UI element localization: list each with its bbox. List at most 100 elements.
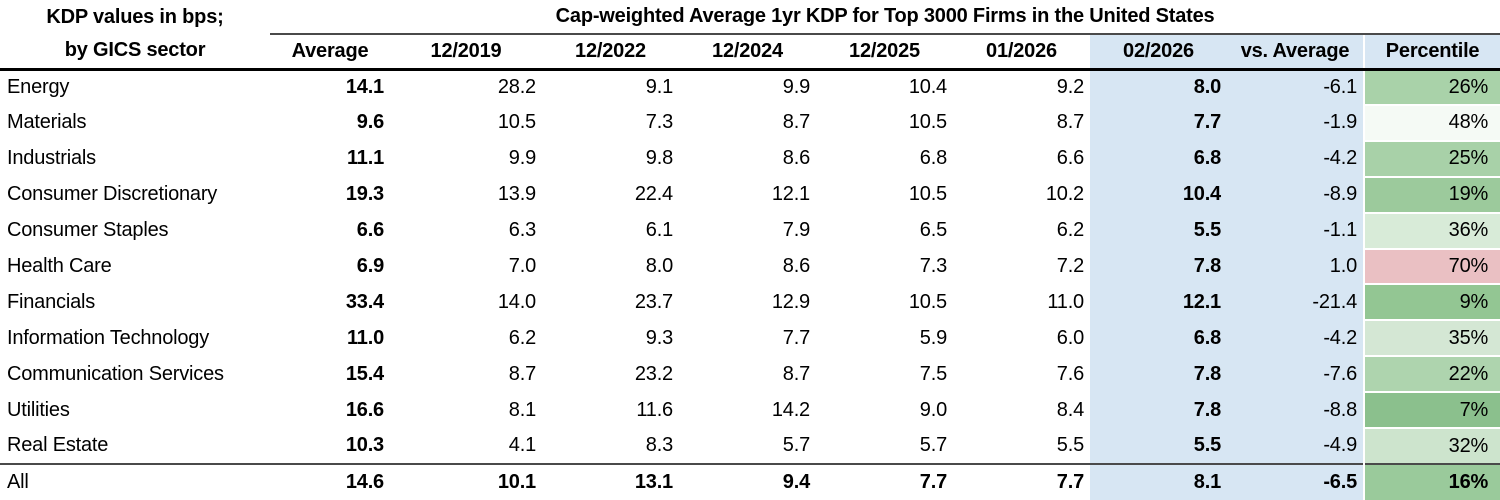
cell-12-2019: 10.1 [390,462,542,500]
col-header-02-2026: 02/2026 [1090,34,1227,71]
cell-percentile: 7% [1362,392,1500,430]
cell-12-2024: 7.7 [782,326,810,349]
cell-percentile: 48% [1362,104,1500,142]
cell-02-2026: 7.8 [1090,248,1227,285]
table-title: Cap-weighted Average 1yr KDP for Top 300… [270,0,1500,35]
col-header-percentile: Percentile [1362,34,1500,71]
sector-label: Industrials [7,147,96,170]
cell-12-2024: 12.1 [771,183,810,206]
cell-01-2026: 8.4 [1056,398,1084,421]
cell-12-2022: 8.0 [645,254,673,277]
col-header-12-2025: 12/2025 [816,34,953,71]
cell-percentile: 36% [1362,212,1500,250]
col-header-12-2019: 12/2019 [390,34,542,71]
cell-01-2026: 11.0 [1047,290,1084,313]
cell-12-2019: 14.0 [497,290,536,313]
table-row: Utilities 16.6 8.1 11.6 14.2 9.0 8.4 7.8… [0,392,1500,430]
cell-12-2019: 4.1 [508,434,536,457]
sector-label: Utilities [7,398,70,421]
sector-label: Energy [7,76,70,99]
cell-12-2019: 6.3 [508,219,536,242]
sector-label: Communication Services [7,362,224,385]
cell-vs-average: -4.2 [1227,320,1364,357]
cell-average: 6.9 [356,254,384,277]
cell-12-2019: 8.7 [508,362,536,385]
cell-12-2024: 9.4 [679,462,816,500]
cell-12-2024: 5.7 [782,434,810,457]
cell-percentile: 70% [1362,248,1500,286]
cell-vs-average: -6.5 [1227,462,1364,500]
cell-percentile: 9% [1362,284,1500,322]
cell-01-2026: 8.7 [1056,111,1084,134]
cell-vs-average: -8.8 [1227,392,1364,429]
cell-12-2024: 14.2 [771,398,810,421]
sector-label: All [0,462,270,500]
cell-12-2022: 9.1 [645,76,673,99]
sector-label: Materials [7,111,87,134]
cell-01-2026: 7.6 [1056,362,1084,385]
cell-average: 16.6 [345,398,384,421]
cell-02-2026: 6.8 [1090,320,1227,357]
cell-01-2026: 9.2 [1056,76,1084,99]
cell-vs-average: -8.9 [1227,176,1364,213]
table-subtitle-line1: KDP values in bps; [46,5,224,28]
cell-01-2026: 7.2 [1056,254,1084,277]
cell-average: 11.1 [346,147,384,170]
cell-02-2026: 8.1 [1090,462,1227,500]
cell-vs-average: -4.9 [1227,428,1364,464]
cell-12-2019: 6.2 [508,326,536,349]
cell-12-2025: 10.5 [908,111,947,134]
cell-02-2026: 7.7 [1090,104,1227,141]
cell-12-2024: 8.6 [782,147,810,170]
cell-02-2026: 6.8 [1090,140,1227,177]
table-row: Energy 14.1 28.2 9.1 9.9 10.4 9.2 8.0 -6… [0,69,1500,106]
col-header-vs-average: vs. Average [1227,34,1364,71]
sector-label: Real Estate [7,434,109,457]
cell-12-2022: 9.3 [645,326,673,349]
table-body: Energy 14.1 28.2 9.1 9.9 10.4 9.2 8.0 -6… [0,69,1500,500]
cell-12-2022: 7.3 [645,111,673,134]
table-row: Materials 9.6 10.5 7.3 8.7 10.5 8.7 7.7 … [0,104,1500,142]
cell-12-2025: 10.5 [908,290,947,313]
table-row: Industrials 11.1 9.9 9.8 8.6 6.8 6.6 6.8… [0,140,1500,178]
cell-12-2022: 9.8 [645,147,673,170]
cell-average: 14.6 [270,462,390,500]
cell-percentile: 22% [1362,356,1500,394]
cell-01-2026: 5.5 [1056,434,1084,457]
cell-02-2026: 7.8 [1090,392,1227,429]
cell-average: 15.4 [345,362,384,385]
cell-12-2019: 13.9 [497,183,536,206]
cell-12-2025: 6.5 [919,219,947,242]
cell-12-2025: 6.8 [919,147,947,170]
table-row: Real Estate 10.3 4.1 8.3 5.7 5.7 5.5 5.5… [0,428,1500,464]
cell-02-2026: 8.0 [1090,69,1227,105]
cell-average: 6.6 [356,219,384,242]
cell-12-2022: 13.1 [542,462,679,500]
cell-01-2026: 6.0 [1056,326,1084,349]
cell-average: 9.6 [356,111,384,134]
table-row: Communication Services 15.4 8.7 23.2 8.7… [0,356,1500,394]
cell-vs-average: -4.2 [1227,140,1364,177]
cell-02-2026: 5.5 [1090,428,1227,464]
cell-percentile: 19% [1362,176,1500,214]
cell-vs-average: -21.4 [1227,284,1364,321]
table-row: Consumer Discretionary 19.3 13.9 22.4 12… [0,176,1500,214]
sector-label: Information Technology [7,326,210,349]
cell-percentile: 26% [1362,69,1500,106]
cell-average: 11.0 [346,326,384,349]
cell-percentile: 16% [1362,462,1500,500]
cell-percentile: 35% [1362,320,1500,358]
cell-12-2019: 7.0 [508,254,536,277]
cell-02-2026: 12.1 [1090,284,1227,321]
cell-12-2024: 12.9 [771,290,810,313]
sector-label: Consumer Staples [7,219,169,242]
cell-02-2026: 7.8 [1090,356,1227,393]
table-row: Health Care 6.9 7.0 8.0 8.6 7.3 7.2 7.8 … [0,248,1500,286]
table-row: All 14.6 10.1 13.1 9.4 7.7 7.7 8.1 -6.5 … [0,462,1500,500]
cell-12-2022: 23.7 [634,290,673,313]
cell-02-2026: 5.5 [1090,212,1227,249]
cell-12-2025: 7.3 [919,254,947,277]
cell-vs-average: 1.0 [1227,248,1364,285]
cell-01-2026: 7.7 [953,462,1090,500]
